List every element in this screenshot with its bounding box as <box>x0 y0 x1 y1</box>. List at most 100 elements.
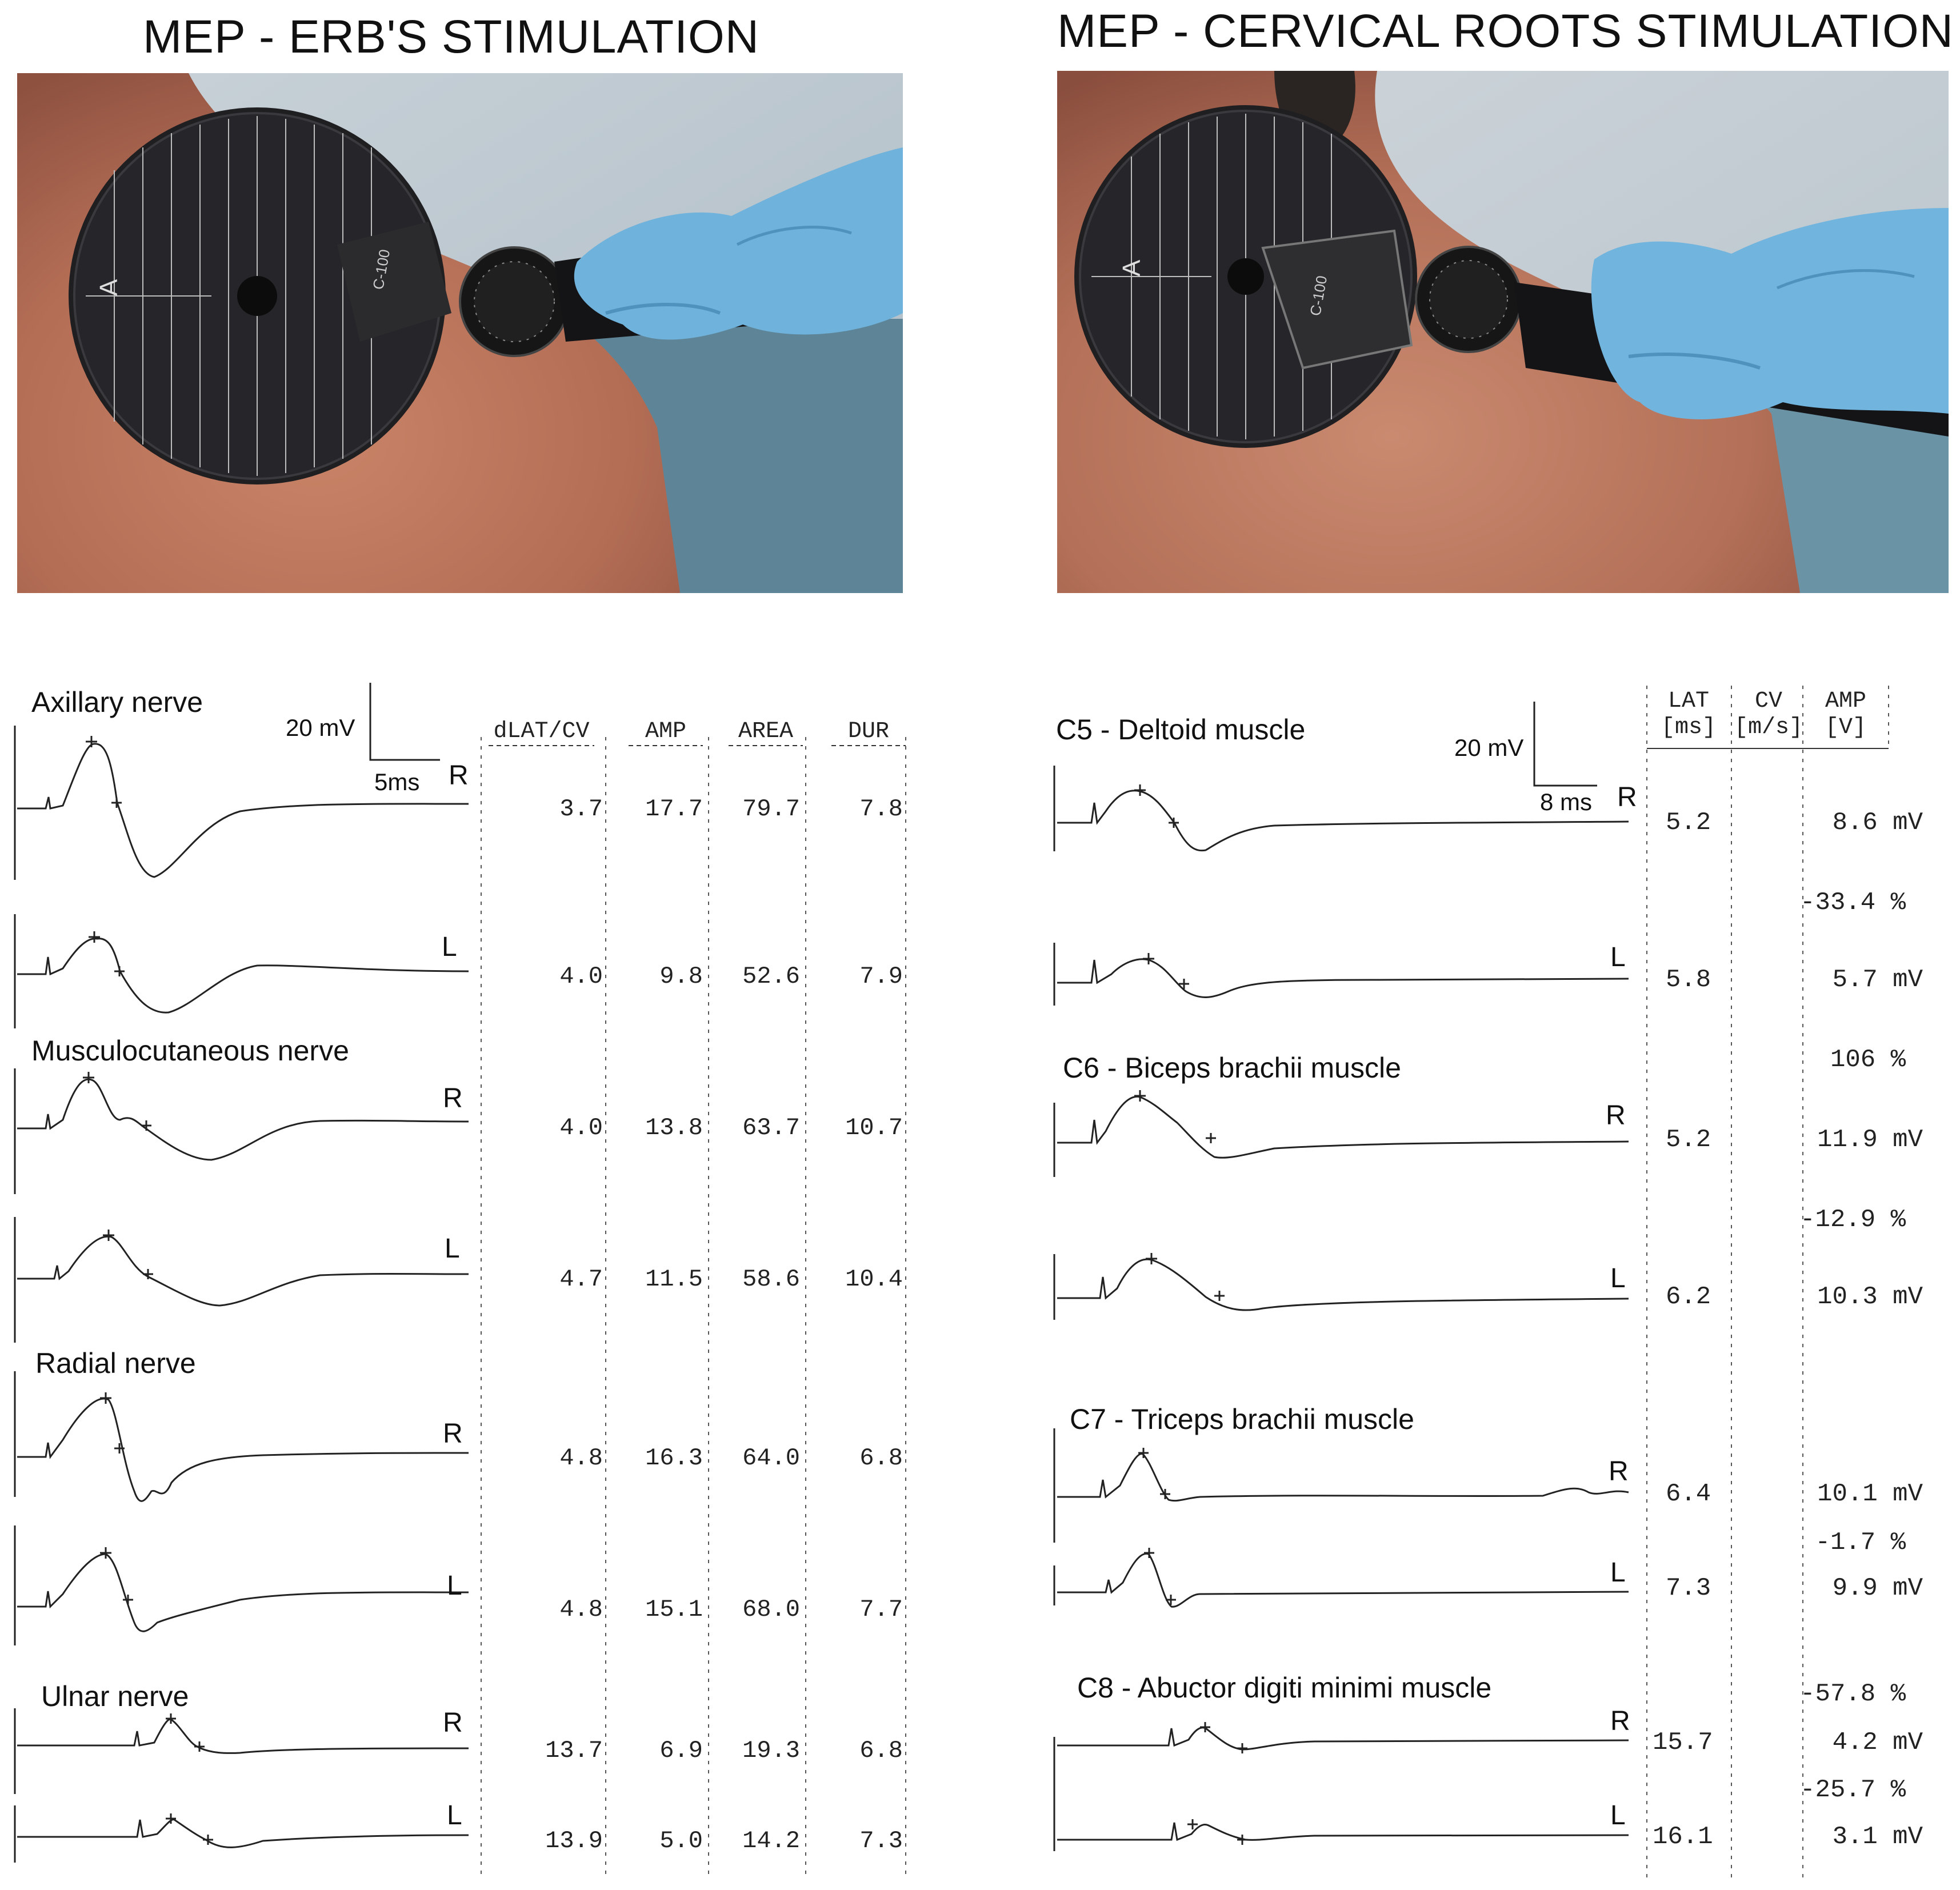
value-ulnar-r-dlat: 13.7 <box>545 1737 603 1764</box>
value-c7-l-lat: 7.3 <box>1666 1574 1711 1603</box>
trace-musculo-r <box>17 1078 469 1161</box>
nerve-label-ulnar: Ulnar nerve <box>41 1680 189 1712</box>
value-radial-r-area: 64.0 <box>742 1444 800 1472</box>
value-axillary-l-amp: 9.8 <box>659 963 703 990</box>
right-scale-amplitude: 20 mV <box>1454 734 1524 761</box>
coil-device: A <box>69 107 446 484</box>
value-radial-r-dlat: 4.8 <box>559 1444 603 1472</box>
trace-c8-r <box>1057 1727 1629 1751</box>
value-c8-diff: -25.7 % <box>1800 1776 1906 1804</box>
cervical-roots-stimulation-photo: A C-100 <box>1057 71 1949 593</box>
side-axillary-r: R <box>449 760 469 791</box>
value-ulnar-r-area: 19.3 <box>742 1737 800 1764</box>
value-c6-pre-diff: 106 % <box>1830 1046 1906 1074</box>
trace-radial-r <box>17 1398 469 1502</box>
value-axillary-r-area: 79.7 <box>742 795 800 823</box>
header-area: AREA <box>738 719 793 744</box>
left-scale-bar <box>369 683 440 761</box>
trace-c7-r <box>1057 1453 1629 1502</box>
value-radial-l-dlat: 4.8 <box>559 1596 603 1623</box>
trace-ulnar-l <box>17 1819 469 1848</box>
side-ulnar-r: R <box>443 1708 463 1738</box>
trace-c8-l <box>1057 1822 1629 1841</box>
header-lat: LAT [ms] <box>1661 688 1716 740</box>
value-c5-diff: -33.4 % <box>1800 888 1906 917</box>
value-c6-r-amp: 11.9 mV <box>1817 1126 1923 1154</box>
value-axillary-l-dur: 7.9 <box>859 963 903 990</box>
nerve-label-musculocutaneous: Musculocutaneous nerve <box>31 1035 349 1067</box>
value-c6-l-amp: 10.3 mV <box>1817 1283 1923 1311</box>
header-cv: CV [m/s] <box>1734 688 1803 740</box>
value-ulnar-r-dur: 6.8 <box>859 1737 903 1764</box>
value-musculo-r-dlat: 4.0 <box>559 1114 603 1142</box>
value-radial-l-dur: 7.7 <box>859 1596 903 1623</box>
side-c7-l: L <box>1610 1557 1626 1588</box>
value-c7-r-amp: 10.1 mV <box>1817 1480 1923 1508</box>
trace-radial-l <box>17 1553 469 1632</box>
value-ulnar-l-area: 14.2 <box>742 1827 800 1855</box>
header-dlat-cv: dLAT/CV <box>493 719 590 744</box>
value-c8-pre-diff: -57.8 % <box>1800 1680 1906 1708</box>
svg-text:A: A <box>95 279 123 296</box>
muscle-label-c8: C8 - Abuctor digiti minimi muscle <box>1077 1672 1492 1704</box>
value-radial-l-amp: 15.1 <box>645 1596 703 1623</box>
value-axillary-r-dlat: 3.7 <box>559 795 603 823</box>
header-amp: AMP <box>645 719 686 744</box>
right-scale-time: 8 ms <box>1540 788 1593 815</box>
nerve-label-axillary: Axillary nerve <box>31 686 203 718</box>
value-c7-l-amp: 9.9 mV <box>1832 1574 1923 1603</box>
left-scale-time: 5ms <box>374 768 420 795</box>
value-c5-r-lat: 5.2 <box>1666 808 1711 837</box>
value-musculo-r-dur: 10.7 <box>845 1114 903 1142</box>
value-ulnar-l-amp: 5.0 <box>659 1827 703 1855</box>
trace-axillary-r <box>17 743 469 878</box>
value-musculo-r-area: 63.7 <box>742 1114 800 1142</box>
trace-axillary-l <box>17 938 469 1014</box>
value-c5-r-amp: 8.6 mV <box>1832 808 1923 837</box>
left-title: MEP - ERB'S STIMULATION <box>143 11 759 63</box>
side-c8-r: R <box>1610 1706 1630 1736</box>
value-radial-r-amp: 16.3 <box>645 1444 703 1472</box>
value-axillary-r-dur: 7.8 <box>859 795 903 823</box>
right-title: MEP - CERVICAL ROOTS STIMULATION <box>1057 5 1954 57</box>
muscle-label-c6: C6 - Biceps brachii muscle <box>1063 1052 1401 1084</box>
side-c7-r: R <box>1609 1456 1629 1487</box>
value-c5-l-amp: 5.7 mV <box>1832 966 1923 994</box>
value-c7-diff: -1.7 % <box>1815 1528 1906 1557</box>
value-c7-r-lat: 6.4 <box>1666 1480 1711 1508</box>
value-c8-l-amp: 3.1 mV <box>1832 1823 1923 1851</box>
side-c5-l: L <box>1610 942 1626 972</box>
erb-stimulation-photo: A C-100 <box>17 73 903 593</box>
side-ulnar-l: L <box>447 1800 462 1831</box>
side-c5-r: R <box>1617 782 1637 812</box>
value-c5-l-lat: 5.8 <box>1666 966 1711 994</box>
value-musculo-l-amp: 11.5 <box>645 1266 703 1293</box>
value-ulnar-r-amp: 6.9 <box>659 1737 703 1764</box>
muscle-label-c5: C5 - Deltoid muscle <box>1056 714 1306 746</box>
value-axillary-r-amp: 17.7 <box>645 795 703 823</box>
side-radial-r: R <box>443 1419 463 1449</box>
right-scale-bar <box>1533 702 1597 787</box>
muscle-label-c7: C7 - Triceps brachii muscle <box>1070 1403 1414 1435</box>
value-musculo-l-area: 58.6 <box>742 1266 800 1293</box>
value-musculo-l-dur: 10.4 <box>845 1266 903 1293</box>
value-c8-r-amp: 4.2 mV <box>1832 1728 1923 1757</box>
trace-c6-r <box>1057 1095 1629 1159</box>
trace-c7-l <box>1057 1552 1629 1608</box>
value-c6-diff: -12.9 % <box>1800 1206 1906 1234</box>
header-amp-v: AMP [V] <box>1825 688 1866 740</box>
left-scale-amplitude: 20 mV <box>286 714 355 741</box>
value-musculo-l-dlat: 4.7 <box>559 1266 603 1293</box>
value-ulnar-l-dlat: 13.9 <box>545 1827 603 1855</box>
side-c6-r: R <box>1606 1100 1626 1131</box>
value-radial-l-area: 68.0 <box>742 1596 800 1623</box>
side-c8-l: L <box>1610 1800 1626 1831</box>
trace-ulnar-r <box>17 1718 469 1754</box>
trace-c5-l <box>1057 958 1629 998</box>
value-c8-r-lat: 15.7 <box>1653 1728 1713 1757</box>
trace-c6-l <box>1057 1258 1629 1311</box>
value-ulnar-l-dur: 7.3 <box>859 1827 903 1855</box>
svg-text:A: A <box>1118 259 1146 277</box>
side-axillary-l: L <box>442 932 457 962</box>
value-musculo-r-amp: 13.8 <box>645 1114 703 1142</box>
